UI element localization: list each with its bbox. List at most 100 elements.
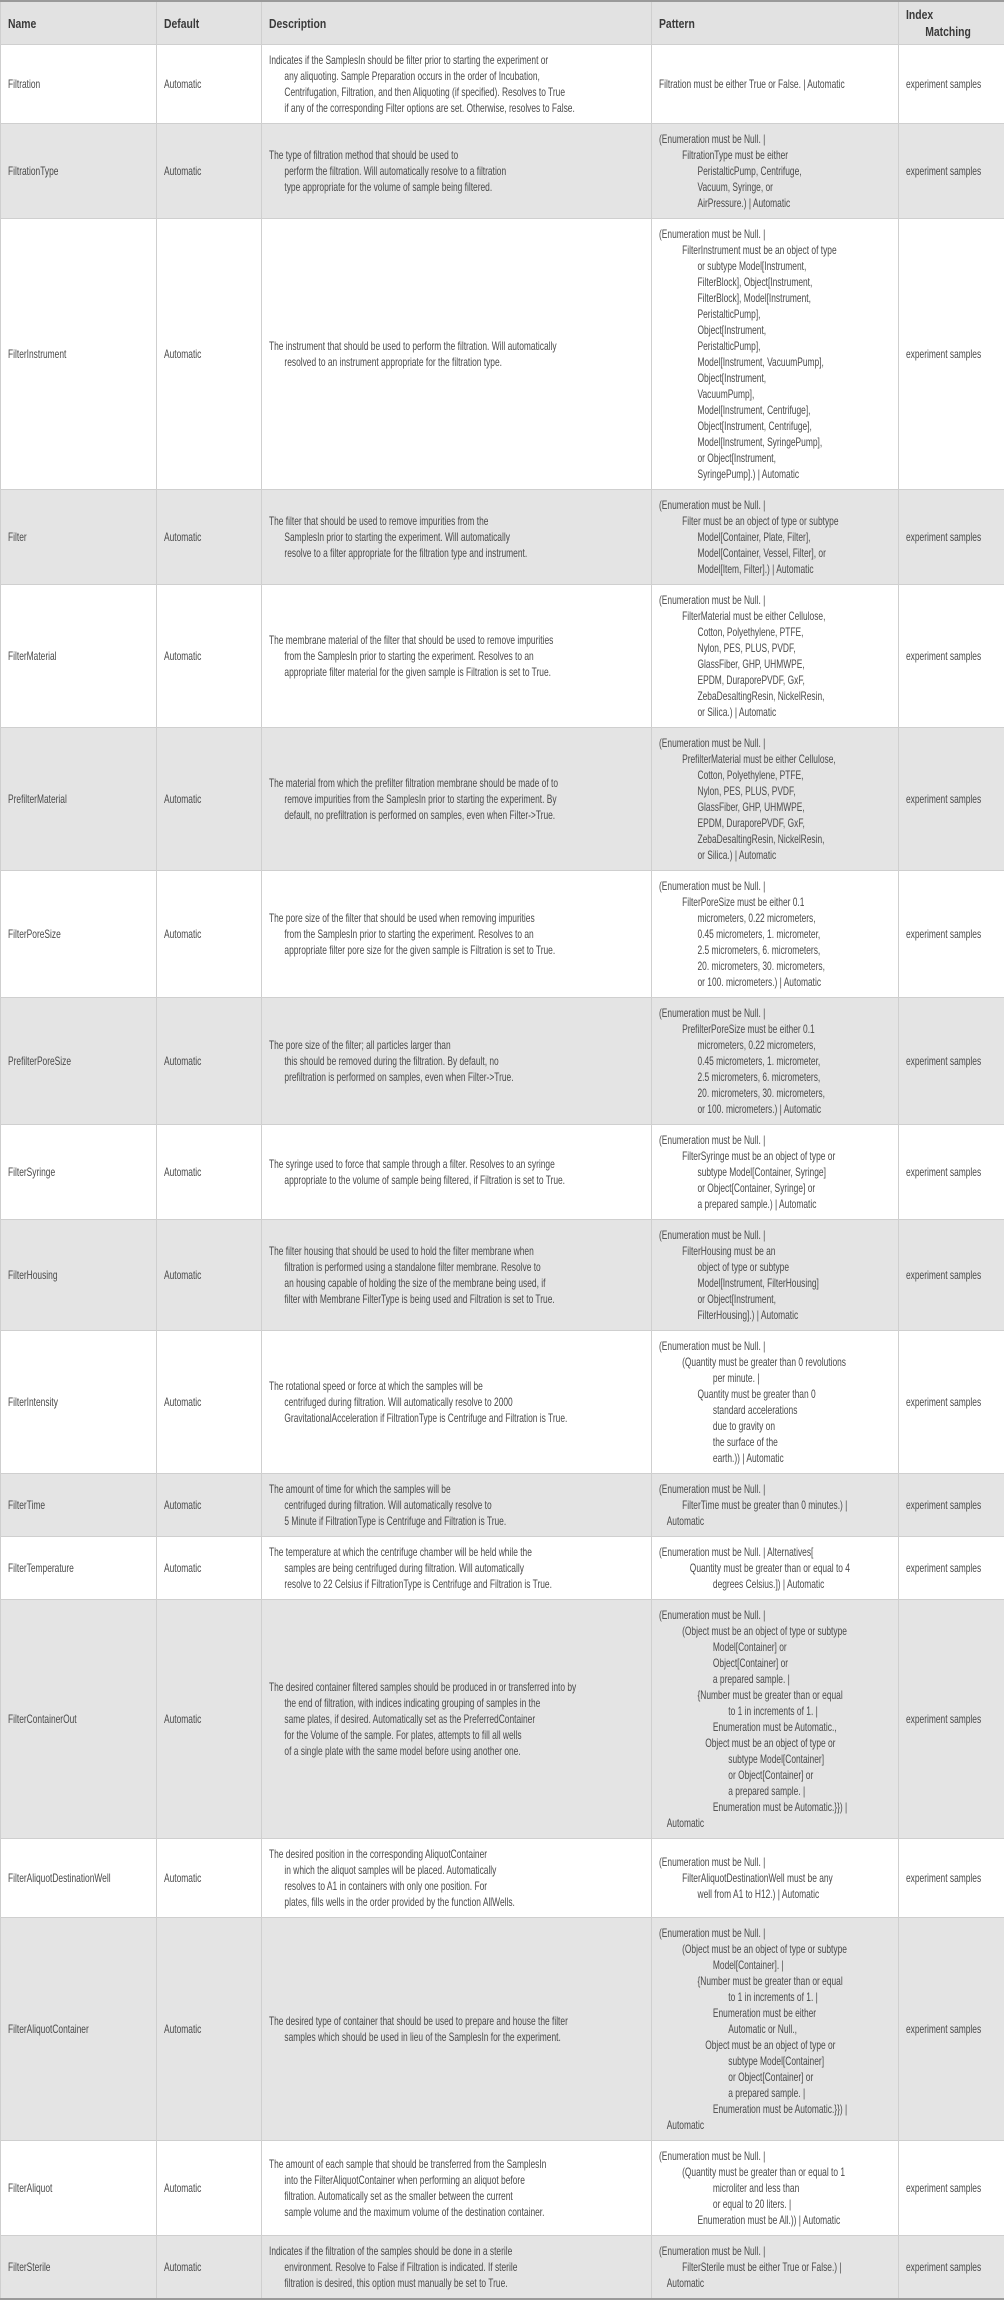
- description-line: centrifuged during filtration. Will auto…: [269, 1497, 651, 1513]
- pattern-line: (Enumeration must be Null. |: [659, 2148, 898, 2164]
- description-line: The filter housing that should be used t…: [269, 1243, 651, 1259]
- description-cell: The filter that should be used to remove…: [262, 490, 652, 585]
- description-line: The rotational speed or force at which t…: [269, 1378, 651, 1394]
- description-line: from the SamplesIn prior to starting the…: [269, 926, 651, 942]
- description-cell: The desired position in the correspondin…: [262, 1839, 652, 1918]
- pattern-line: FilterSyringe must be an object of type …: [659, 1148, 898, 1164]
- option-name-cell: FilterMaterial: [1, 585, 157, 728]
- pattern-line: a prepared sample. |: [659, 1783, 898, 1799]
- pattern-cell: (Enumeration must be Null. |Filter must …: [652, 490, 899, 585]
- description-line: into the FilterAliquotContainer when per…: [269, 2172, 651, 2188]
- pattern-cell: Filtration must be either True or False.…: [652, 45, 899, 124]
- pattern-line: or Object[Container] or: [659, 1767, 898, 1783]
- description-cell: The desired type of container that shoul…: [262, 1918, 652, 2141]
- option-name-cell: Filtration: [1, 45, 157, 124]
- option-name-cell: FilterAliquotDestinationWell: [1, 1839, 157, 1918]
- option-name-cell: FiltrationType: [1, 124, 157, 219]
- pattern-line: Model[Container]. |: [659, 1957, 898, 1973]
- description-cell: The pore size of the filter that should …: [262, 871, 652, 998]
- option-name-cell: FilterPoreSize: [1, 871, 157, 998]
- pattern-line: Enumeration must be Automatic.}}) |: [659, 2101, 898, 2117]
- pattern-line: FilterBlock], Model[Instrument,: [659, 290, 898, 306]
- default-cell: Automatic: [157, 490, 262, 585]
- description-line: if any of the corresponding Filter optio…: [269, 100, 651, 116]
- pattern-line: well from A1 to H12.) | Automatic: [659, 1886, 898, 1902]
- pattern-line: Enumeration must be either: [659, 2005, 898, 2021]
- description-line: default, no prefiltration is performed o…: [269, 807, 651, 823]
- pattern-line: Object[Instrument,: [659, 370, 898, 386]
- description-cell: The material from which the prefilter fi…: [262, 728, 652, 871]
- pattern-cell: (Enumeration must be Null. |FilterInstru…: [652, 219, 899, 490]
- pattern-line: Automatic: [659, 1815, 898, 1831]
- default-cell: Automatic: [157, 1331, 262, 1474]
- index-matching-cell: experiment samples: [899, 2141, 1004, 2236]
- pattern-line: subtype Model[Container, Syringe]: [659, 1164, 898, 1180]
- pattern-line: Automatic: [659, 2275, 898, 2291]
- header-default: Default: [157, 1, 262, 45]
- default-cell: Automatic: [157, 1125, 262, 1220]
- description-line: Centrifugation, Filtration, and then Ali…: [269, 84, 651, 100]
- pattern-line: (Enumeration must be Null. |: [659, 1338, 898, 1354]
- pattern-line: PrefilterMaterial must be either Cellulo…: [659, 751, 898, 767]
- pattern-line: FiltrationType must be either: [659, 147, 898, 163]
- pattern-line: or Silica.) | Automatic: [659, 704, 898, 720]
- pattern-line: FilterHousing must be an: [659, 1243, 898, 1259]
- pattern-line: ZebaDesaltingResin, NickelResin,: [659, 688, 898, 704]
- pattern-line: or equal to 20 liters. |: [659, 2196, 898, 2212]
- pattern-line: subtype Model[Container]: [659, 1751, 898, 1767]
- pattern-line: microliter and less than: [659, 2180, 898, 2196]
- default-cell: Automatic: [157, 1474, 262, 1537]
- pattern-line: (Enumeration must be Null. |: [659, 131, 898, 147]
- index-matching-cell: experiment samples: [899, 45, 1004, 124]
- pattern-line: PrefilterPoreSize must be either 0.1: [659, 1021, 898, 1037]
- pattern-cell: (Enumeration must be Null. | Alternative…: [652, 1537, 899, 1600]
- pattern-cell: (Enumeration must be Null. |(Quantity mu…: [652, 1331, 899, 1474]
- pattern-line: Enumeration must be Automatic.}}) |: [659, 1799, 898, 1815]
- pattern-line: (Enumeration must be Null. |: [659, 878, 898, 894]
- pattern-line: {Number must be greater than or equal: [659, 1973, 898, 1989]
- option-name-cell: FilterAliquot: [1, 2141, 157, 2236]
- pattern-line: earth.)) | Automatic: [659, 1450, 898, 1466]
- description-cell: The desired container filtered samples s…: [262, 1600, 652, 1839]
- pattern-line: Nylon, PES, PLUS, PVDF,: [659, 783, 898, 799]
- default-cell: Automatic: [157, 585, 262, 728]
- description-line: same plates, if desired. Automatically s…: [269, 1711, 651, 1727]
- description-line: The filter that should be used to remove…: [269, 513, 651, 529]
- index-matching-cell: experiment samples: [899, 1220, 1004, 1331]
- pattern-line: to 1 in increments of 1. |: [659, 1703, 898, 1719]
- pattern-cell: (Enumeration must be Null. |FilterTime m…: [652, 1474, 899, 1537]
- description-line: samples which should be used in lieu of …: [269, 2029, 651, 2045]
- description-line: in which the aliquot samples will be pla…: [269, 1862, 651, 1878]
- default-cell: Automatic: [157, 1918, 262, 2141]
- description-line: The desired position in the correspondin…: [269, 1846, 651, 1862]
- description-line: filtration is performed using a standalo…: [269, 1259, 651, 1275]
- description-line: filtration is desired, this option must …: [269, 2275, 651, 2291]
- index-matching-cell: experiment samples: [899, 1918, 1004, 2141]
- option-name-cell: FilterHousing: [1, 1220, 157, 1331]
- option-name-cell: FilterContainerOut: [1, 1600, 157, 1839]
- description-line: The membrane material of the filter that…: [269, 632, 651, 648]
- pattern-line: (Enumeration must be Null. |: [659, 226, 898, 242]
- description-cell: The syringe used to force that sample th…: [262, 1125, 652, 1220]
- pattern-line: PeristalticPump],: [659, 338, 898, 354]
- pattern-line: (Enumeration must be Null. |: [659, 2243, 898, 2259]
- description-line: The temperature at which the centrifuge …: [269, 1544, 651, 1560]
- index-matching-cell: experiment samples: [899, 490, 1004, 585]
- description-line: resolve to a filter appropriate for the …: [269, 545, 651, 561]
- pattern-line: EPDM, DuraporePVDF, GxF,: [659, 672, 898, 688]
- pattern-line: Quantity must be greater than or equal t…: [659, 1560, 898, 1576]
- pattern-line: Model[Container, Plate, Filter],: [659, 529, 898, 545]
- pattern-line: (Enumeration must be Null. | Alternative…: [659, 1544, 898, 1560]
- pattern-line: Model[Container, Vessel, Filter], or: [659, 545, 898, 561]
- pattern-line: a prepared sample. |: [659, 1671, 898, 1687]
- pattern-line: Model[Item, Filter].) | Automatic: [659, 561, 898, 577]
- description-line: 5 Minute if FiltrationType is Centrifuge…: [269, 1513, 651, 1529]
